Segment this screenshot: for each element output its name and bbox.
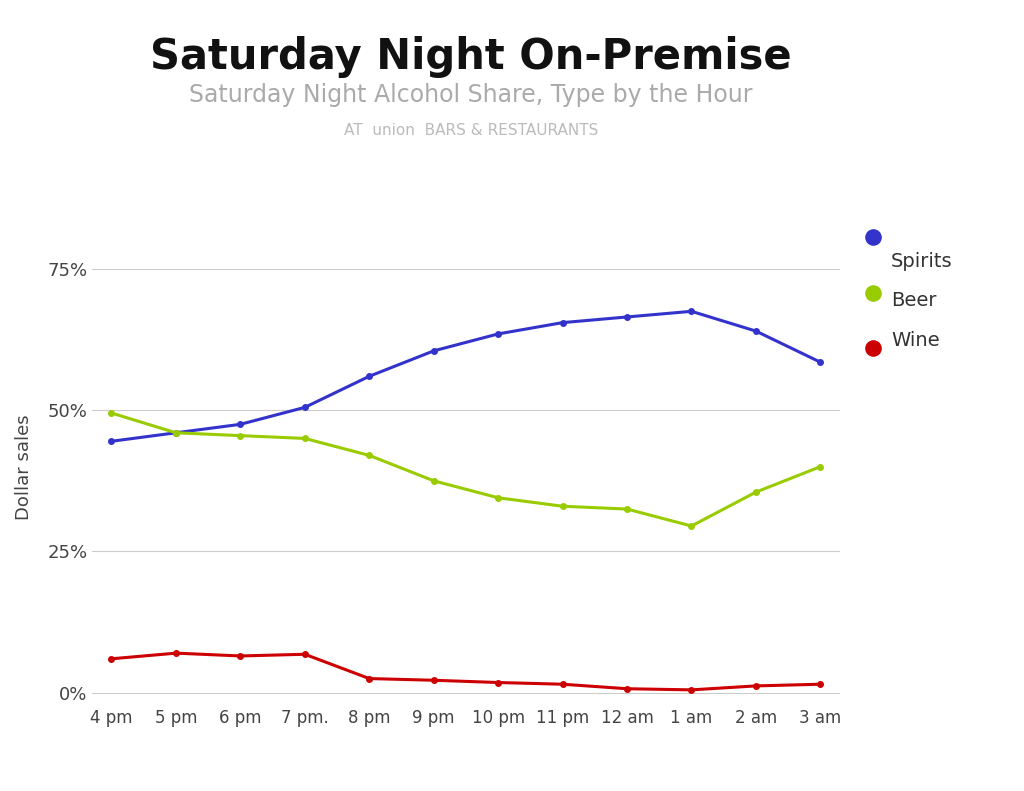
Text: AT  union  BARS & RESTAURANTS: AT union BARS & RESTAURANTS <box>344 123 598 138</box>
Point <box>865 231 882 244</box>
Text: Spirits: Spirits <box>891 252 952 271</box>
Text: Saturday Night On-Premise: Saturday Night On-Premise <box>151 36 792 78</box>
Y-axis label: Dollar sales: Dollar sales <box>15 414 34 520</box>
Text: Saturday Night Alcohol Share, Type by the Hour: Saturday Night Alcohol Share, Type by th… <box>189 83 753 107</box>
Text: Wine: Wine <box>891 331 939 350</box>
Point <box>865 342 882 354</box>
Point <box>865 286 882 299</box>
Text: Beer: Beer <box>891 291 936 310</box>
